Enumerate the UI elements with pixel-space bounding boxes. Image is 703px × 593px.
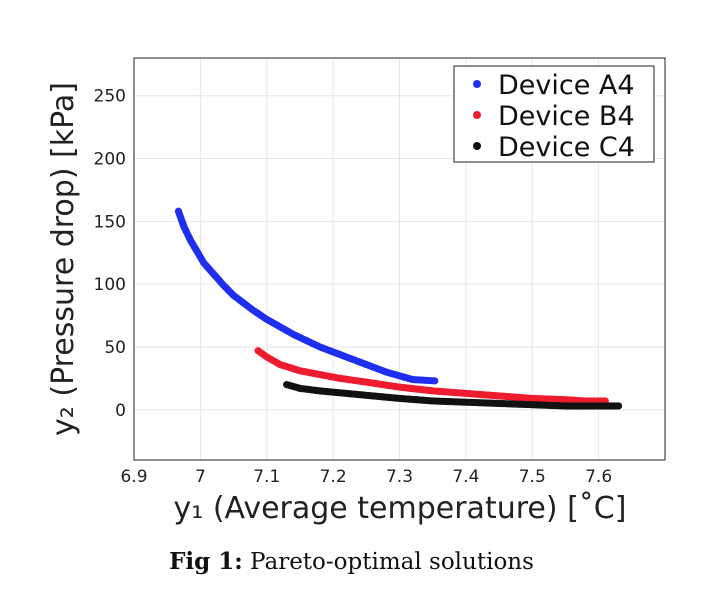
y-tick-label: 250	[94, 87, 126, 107]
caption-text: Pareto-optimal solutions	[250, 549, 534, 575]
x-tick-label: 7.3	[386, 467, 413, 487]
x-tick-labels: 6.9 7 7.1 7.2 7.3 7.4 7.5 7.6	[120, 467, 612, 487]
x-tick-label: 7	[195, 467, 206, 487]
legend-marker-b4	[473, 111, 481, 119]
legend-label-c4: Device C4	[498, 132, 635, 163]
y-tick-label: 0	[115, 401, 126, 421]
x-axis-title: y₁ (Average temperature) [˚C]	[174, 491, 627, 526]
legend: Device A4 Device B4 Device C4	[453, 65, 655, 163]
x-tick-label: 6.9	[120, 467, 147, 487]
legend-marker-c4	[473, 142, 481, 150]
series-device-b4	[254, 347, 609, 405]
caption-label: Fig 1:	[169, 548, 243, 575]
y-tick-label: 100	[94, 275, 126, 295]
legend-label-a4: Device A4	[498, 70, 635, 101]
x-tick-label: 7.4	[452, 467, 479, 487]
x-tick-label: 7.6	[585, 467, 612, 487]
x-tick-label: 7.5	[519, 467, 546, 487]
legend-box	[453, 65, 655, 163]
y-axis-title: y₂ (Pressure drop) [kPa]	[46, 82, 81, 436]
x-tick-label: 7.1	[253, 467, 280, 487]
data-point	[614, 402, 623, 410]
y-tick-labels: 0 50 100 150 200 250	[94, 87, 126, 421]
series-device-c4	[283, 381, 623, 410]
y-tick-label: 200	[94, 150, 126, 170]
y-tick-label: 150	[94, 212, 126, 232]
figure-caption: Fig 1: Pareto-optimal solutions	[0, 548, 703, 575]
data-points	[174, 207, 623, 410]
data-point	[431, 377, 439, 385]
x-tick-label: 7.2	[320, 467, 347, 487]
legend-marker-a4	[473, 80, 481, 88]
pareto-chart: 6.9 7 7.1 7.2 7.3 7.4 7.5 7.6 0 50 100 150 200 250 y…	[46, 57, 666, 526]
plot-frame	[133, 57, 666, 461]
legend-label-b4: Device B4	[498, 101, 635, 132]
y-tick-label: 50	[104, 338, 126, 358]
series-device-a4	[174, 207, 439, 385]
